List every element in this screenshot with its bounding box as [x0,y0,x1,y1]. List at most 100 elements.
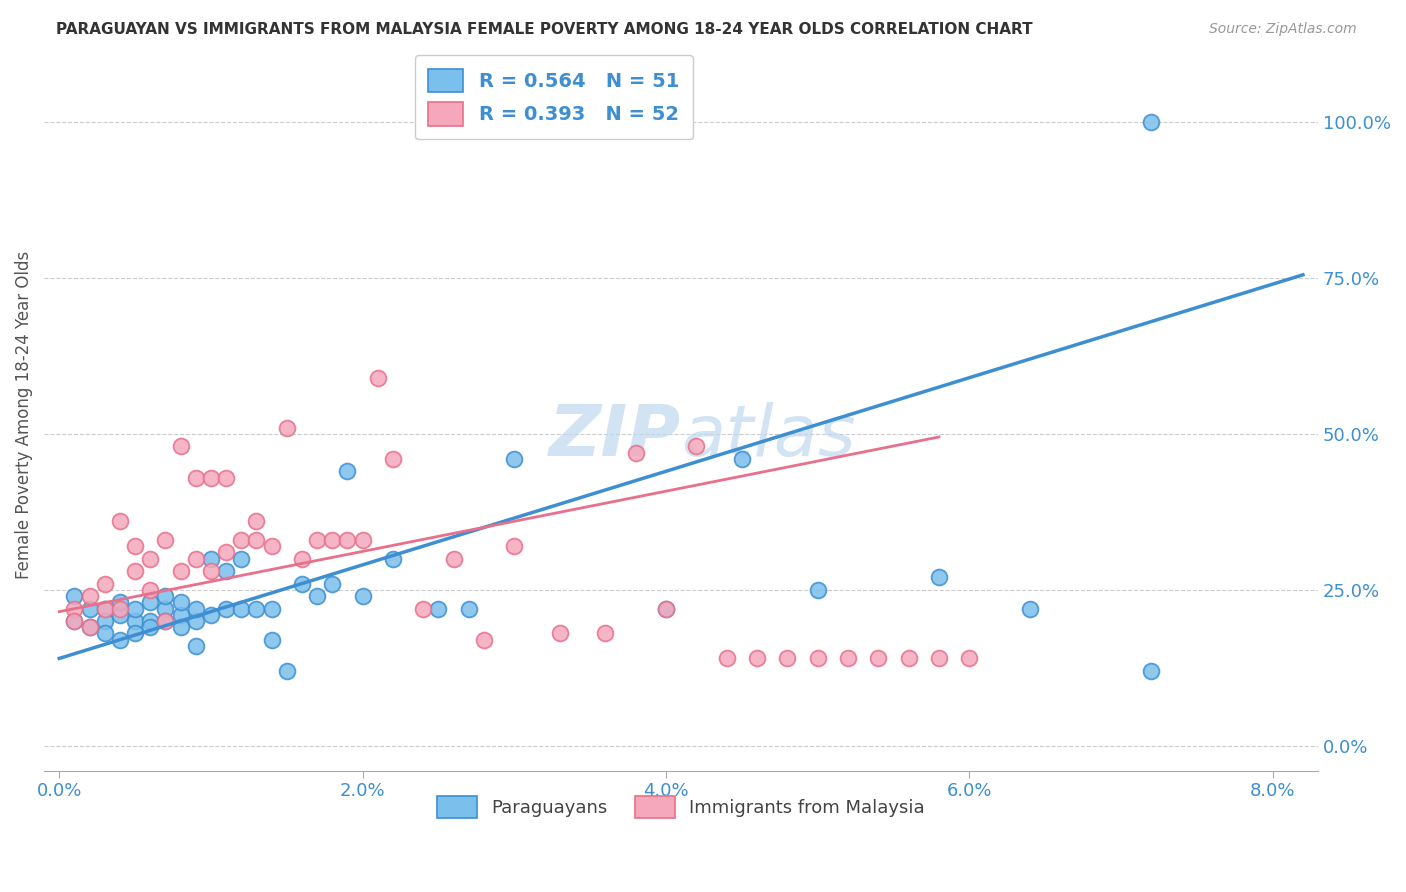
Point [245,601,267,615]
Point [108,601,131,615]
Text: Source: ZipAtlas.com: Source: ZipAtlas.com [1209,22,1357,37]
Point [79,601,101,615]
Point [367,370,389,384]
Point [139,551,162,566]
Point [321,533,343,547]
Point [260,632,283,647]
Point [443,551,465,566]
Point [260,539,283,553]
Point [184,551,207,566]
Point [307,589,329,603]
Point [1140,115,1163,129]
Point [184,601,207,615]
Point [124,601,146,615]
Point [155,614,177,628]
Point [427,601,450,615]
Point [231,601,253,615]
Point [169,595,191,609]
Point [79,620,101,634]
Y-axis label: Female Poverty Among 18-24 Year Olds: Female Poverty Among 18-24 Year Olds [15,251,32,579]
Point [184,639,207,653]
Point [94,601,117,615]
Point [169,620,191,634]
Point [321,576,343,591]
Point [381,451,404,466]
Point [108,595,131,609]
Point [1140,664,1163,678]
Point [79,620,101,634]
Point [336,533,359,547]
Text: PARAGUAYAN VS IMMIGRANTS FROM MALAYSIA FEMALE POVERTY AMONG 18-24 YEAR OLDS CORR: PARAGUAYAN VS IMMIGRANTS FROM MALAYSIA F… [56,22,1033,37]
Point [503,451,526,466]
Point [655,601,678,615]
Point [716,651,738,665]
Point [79,589,101,603]
Point [200,551,222,566]
Point [231,533,253,547]
Point [94,626,117,640]
Point [503,539,526,553]
Point [957,651,980,665]
Point [837,651,859,665]
Point [352,589,374,603]
Point [108,632,131,647]
Point [215,601,238,615]
Point [155,614,177,628]
Point [124,626,146,640]
Point [155,589,177,603]
Point [412,601,434,615]
Point [260,601,283,615]
Point [184,470,207,484]
Point [336,464,359,478]
Point [595,626,617,640]
Point [897,651,920,665]
Point [276,664,298,678]
Point [352,533,374,547]
Point [184,614,207,628]
Point [472,632,495,647]
Point [200,564,222,578]
Point [215,545,238,559]
Point [807,651,830,665]
Point [124,539,146,553]
Point [548,626,571,640]
Point [139,614,162,628]
Point [94,576,117,591]
Point [63,601,86,615]
Point [457,601,479,615]
Text: atlas: atlas [681,402,856,471]
Point [63,614,86,628]
Legend: Paraguayans, Immigrants from Malaysia: Paraguayans, Immigrants from Malaysia [430,789,932,826]
Point [139,620,162,634]
Point [731,451,754,466]
Point [200,607,222,622]
Point [215,564,238,578]
Point [928,651,950,665]
Point [624,445,647,459]
Point [63,614,86,628]
Point [108,607,131,622]
Point [169,439,191,453]
Point [245,514,267,528]
Point [307,533,329,547]
Point [108,514,131,528]
Point [94,601,117,615]
Point [63,589,86,603]
Point [139,595,162,609]
Point [868,651,890,665]
Point [776,651,799,665]
Point [655,601,678,615]
Point [807,582,830,597]
Point [155,601,177,615]
Point [124,614,146,628]
Point [155,533,177,547]
Point [685,439,707,453]
Point [169,607,191,622]
Point [169,564,191,578]
Point [215,470,238,484]
Point [291,551,314,566]
Point [231,551,253,566]
Point [745,651,768,665]
Point [1019,601,1042,615]
Point [928,570,950,584]
